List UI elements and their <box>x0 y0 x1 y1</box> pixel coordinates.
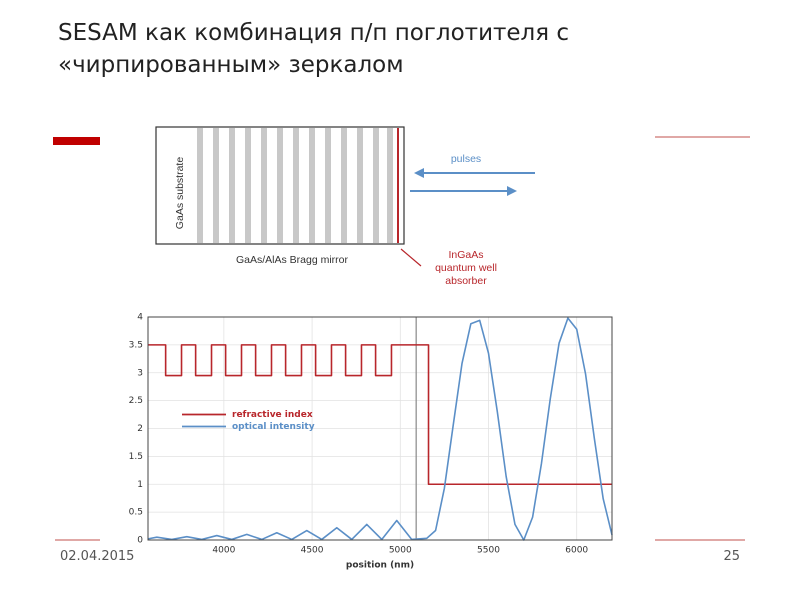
series-line <box>148 344 612 486</box>
substrate-label: GaAs substrate <box>174 157 186 230</box>
date: 02.04.2015 <box>60 549 134 564</box>
arrow-head <box>414 168 424 178</box>
arrow-head <box>507 186 517 196</box>
chart: 0 0.5 1 1.5 2 2.5 3 3.5 4 4000 4500 5000 5500 6000 pos… <box>129 313 613 571</box>
pulses-label: pulses <box>451 153 481 165</box>
y-tick-label: 0.5 <box>129 508 143 518</box>
absorber-label: absorber <box>445 275 487 287</box>
plot-frame <box>147 316 613 541</box>
x-tick-label: 4500 <box>301 546 324 556</box>
y-tick-label: 2.5 <box>129 396 143 406</box>
y-tick-label: 2 <box>137 424 143 434</box>
slide-title: «чирпированным» зеркалом <box>58 52 404 78</box>
absorber-label: quantum well <box>435 262 497 274</box>
y-tick-label: 4 <box>137 313 143 323</box>
series-line <box>147 317 613 541</box>
mirror-label: GaAs/AlAs Bragg mirror <box>236 254 349 266</box>
x-tick-label: 4000 <box>212 546 235 556</box>
x-tick-label: 5000 <box>389 546 412 556</box>
x-tick-label: 6000 <box>565 546 588 556</box>
y-tick-label: 1.5 <box>129 452 143 462</box>
y-tick-label: 1 <box>137 480 143 490</box>
slide-title: SESAM как комбинация п/п поглотителя с <box>58 20 569 46</box>
pointer <box>400 248 422 267</box>
y-tick-label: 3.5 <box>129 340 143 350</box>
y-tick-label: 0 <box>137 536 143 546</box>
accent-bar <box>53 137 100 145</box>
x-tick-label: 5500 <box>477 546 500 556</box>
page-number: 25 <box>723 549 740 564</box>
x-axis-label: position (nm) <box>346 561 414 571</box>
legend-label: refractive index <box>232 410 313 420</box>
legend-label: optical intensity <box>232 422 315 432</box>
y-tick-label: 3 <box>137 368 143 378</box>
absorber-label: InGaAs <box>448 249 483 261</box>
diagram: GaAs substrate GaAs/AlAs Bragg mirror pu… <box>155 126 535 287</box>
mirror-layers <box>197 128 393 243</box>
